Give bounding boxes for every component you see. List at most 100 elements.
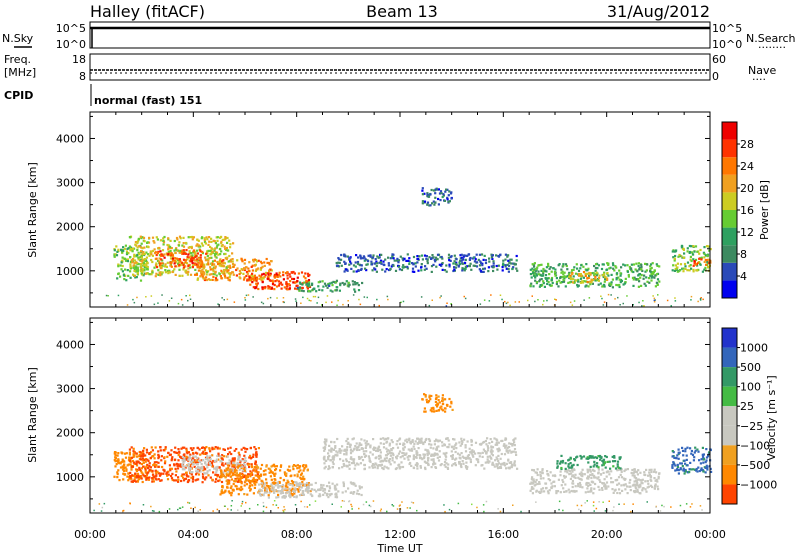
data-cell bbox=[490, 448, 493, 451]
data-cell bbox=[225, 246, 228, 250]
data-cell bbox=[148, 452, 151, 456]
data-cell bbox=[126, 260, 129, 263]
data-cell bbox=[405, 452, 408, 455]
data-cell bbox=[241, 260, 244, 263]
data-cell bbox=[593, 460, 596, 463]
data-cell bbox=[700, 458, 703, 461]
data-cell bbox=[117, 263, 120, 266]
data-cell bbox=[255, 286, 258, 289]
data-cell bbox=[515, 267, 518, 270]
data-cell bbox=[138, 466, 141, 469]
data-cell bbox=[415, 456, 418, 459]
data-cell bbox=[224, 505, 226, 507]
data-cell bbox=[191, 238, 194, 241]
data-cell bbox=[135, 455, 138, 458]
data-cell bbox=[671, 450, 674, 453]
data-cell bbox=[261, 287, 264, 291]
data-cell bbox=[686, 464, 689, 467]
data-cell bbox=[343, 253, 346, 256]
data-cell bbox=[230, 491, 233, 494]
data-cell bbox=[622, 263, 625, 266]
data-cell bbox=[298, 482, 302, 485]
data-cell bbox=[575, 456, 578, 459]
data-cell bbox=[572, 474, 575, 477]
data-cell bbox=[270, 478, 273, 481]
data-cell bbox=[388, 452, 391, 455]
data-cell bbox=[297, 272, 300, 275]
data-cell bbox=[578, 508, 580, 511]
data-cell bbox=[701, 453, 704, 456]
data-cell bbox=[188, 250, 191, 253]
data-cell bbox=[547, 492, 550, 495]
data-cell bbox=[561, 479, 564, 482]
data-cell bbox=[136, 241, 139, 245]
data-region bbox=[671, 244, 712, 273]
data-cell bbox=[628, 481, 631, 484]
data-cell bbox=[605, 481, 609, 484]
data-cell bbox=[132, 450, 135, 453]
data-cell bbox=[126, 269, 129, 272]
data-cell bbox=[113, 253, 116, 256]
data-cell bbox=[340, 264, 343, 267]
data-cell bbox=[245, 474, 248, 477]
data-cell bbox=[568, 491, 571, 494]
data-cell bbox=[365, 269, 368, 272]
data-cell bbox=[197, 466, 200, 469]
data-cell bbox=[306, 469, 309, 472]
data-cell bbox=[652, 271, 655, 274]
data-cell bbox=[323, 488, 326, 491]
data-cell bbox=[555, 282, 558, 286]
data-cell bbox=[391, 459, 394, 462]
data-cell bbox=[688, 269, 691, 272]
data-cell bbox=[140, 471, 143, 474]
data-cell bbox=[480, 253, 484, 256]
data-cell bbox=[458, 453, 461, 456]
data-cell bbox=[165, 265, 168, 268]
data-cell bbox=[116, 250, 119, 253]
data-cell bbox=[386, 510, 388, 513]
data-cell bbox=[135, 452, 138, 455]
data-cell bbox=[162, 239, 165, 242]
data-cell bbox=[221, 454, 224, 457]
data-cell bbox=[534, 270, 537, 273]
data-cell bbox=[135, 265, 138, 268]
data-cell bbox=[695, 269, 698, 272]
data-cell bbox=[708, 451, 711, 454]
data-cell bbox=[142, 504, 145, 506]
data-cell bbox=[571, 272, 574, 276]
data-cell bbox=[303, 467, 306, 470]
data-cell bbox=[372, 254, 375, 257]
data-cell bbox=[458, 460, 461, 464]
data-cell bbox=[452, 438, 455, 441]
data-cell bbox=[134, 241, 137, 244]
data-cell bbox=[141, 261, 144, 264]
data-cell bbox=[253, 481, 256, 484]
data-cell bbox=[397, 261, 400, 264]
data-cell bbox=[413, 447, 416, 451]
data-cell bbox=[287, 283, 291, 286]
data-cell bbox=[154, 251, 157, 254]
data-cell bbox=[214, 267, 217, 270]
data-cell bbox=[652, 272, 655, 275]
data-cell bbox=[646, 486, 649, 489]
data-cell bbox=[141, 270, 144, 273]
data-cell bbox=[145, 451, 149, 454]
data-cell bbox=[440, 405, 443, 408]
data-cell bbox=[547, 474, 550, 477]
data-cell bbox=[402, 448, 405, 451]
data-cell bbox=[436, 456, 439, 459]
data-cell bbox=[601, 488, 604, 491]
data-cell bbox=[115, 254, 119, 257]
colorbar-swatch bbox=[722, 227, 737, 246]
data-cell bbox=[443, 444, 446, 447]
data-cell bbox=[516, 269, 519, 272]
data-cell bbox=[308, 273, 311, 277]
data-cell bbox=[260, 262, 263, 265]
data-cell bbox=[540, 278, 543, 281]
data-cell bbox=[357, 463, 360, 466]
data-cell bbox=[346, 437, 349, 440]
data-cell bbox=[569, 462, 572, 465]
data-cell bbox=[182, 251, 185, 255]
data-cell bbox=[460, 442, 464, 446]
data-cell bbox=[147, 477, 150, 480]
